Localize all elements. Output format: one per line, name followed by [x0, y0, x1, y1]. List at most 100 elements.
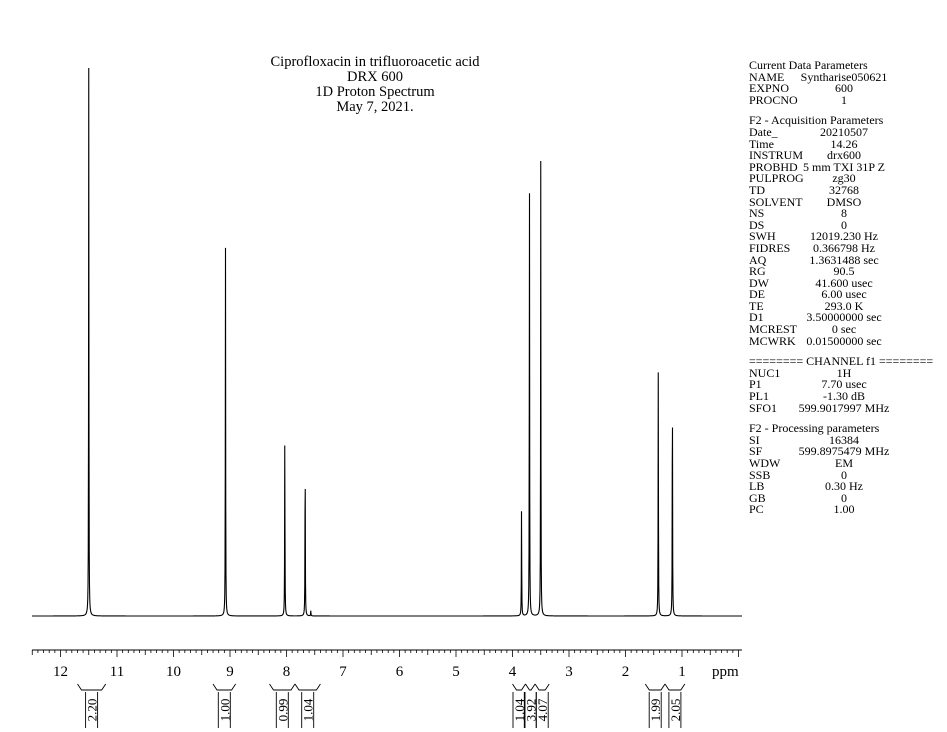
param-value: 12019.230 Hz: [810, 229, 878, 244]
param-row: DW 41.600 usec: [749, 275, 947, 290]
param-value: 1H: [836, 365, 852, 380]
param-key: Date_: [749, 124, 778, 139]
acquisition-parameters-panel: Current Data Parameters NAME Syntharise050…: [749, 58, 947, 525]
param-key: MCWRK: [749, 333, 796, 348]
param-key: P1: [749, 377, 762, 392]
param-value: 599.9017997 MHz: [798, 400, 890, 415]
param-key: PULPROG: [749, 171, 804, 186]
param-row: FIDRES 0.366798 Hz: [749, 240, 947, 255]
param-value: 0 sec: [831, 322, 857, 337]
tick-label: 4: [509, 664, 517, 680]
param-row: INSTRUM drx600: [749, 149, 947, 162]
param-value: 32768: [829, 182, 859, 197]
param-key: PC: [749, 502, 764, 517]
tick-label: 12: [53, 664, 68, 680]
param-key: NUC1: [749, 365, 781, 380]
param-value: Syntharise050621: [800, 69, 888, 84]
param-key: D1: [749, 310, 764, 325]
param-key: FIDRES: [749, 240, 791, 255]
param-value: 8: [841, 206, 847, 221]
param-group: Current Data Parameters NAME Syntharise050…: [749, 58, 947, 107]
param-row: SWH 12019.230 Hz: [749, 231, 947, 243]
param-value: 1: [841, 92, 847, 107]
integral-value: 1.04: [301, 698, 316, 721]
integral-bracket: [294, 683, 321, 691]
param-key: SFO1: [749, 400, 778, 415]
param-value: EM: [835, 456, 853, 470]
param-value: 0: [841, 217, 847, 232]
integral-labels: 2.20 1.00 0.99 1.04 1.043.924.07 1.99 2.05: [77, 683, 686, 728]
param-group-heading: F2 - Processing parameters: [749, 421, 880, 436]
param-value: DMSO: [826, 194, 862, 209]
param-value: -1.30 dB: [823, 389, 865, 404]
param-group-heading: Current Data Parameters: [749, 58, 868, 72]
param-row: LB 0.30 Hz: [749, 479, 947, 494]
param-key: GB: [749, 490, 766, 505]
param-value: 0: [841, 467, 847, 482]
param-value: 6.00 usec: [821, 287, 867, 302]
tick-label: 1: [678, 664, 686, 680]
param-value: 41.600 usec: [815, 275, 873, 290]
tick-label: 5: [452, 664, 460, 680]
param-value: 599.8975479 MHz: [798, 444, 890, 459]
param-row: AQ 1.3631488 sec: [749, 254, 947, 267]
param-row: SSB 0: [749, 467, 947, 482]
param-value: zg30: [832, 171, 856, 186]
param-value: 293.0 K: [824, 298, 864, 313]
param-row: WDW EM: [749, 456, 947, 470]
tick-label: 6: [396, 664, 404, 680]
param-row: DS 0: [749, 217, 947, 232]
param-row: Date_ 20210507: [749, 124, 947, 139]
param-value: 0.366798 Hz: [813, 240, 875, 255]
param-key: SSB: [749, 467, 771, 482]
axis-unit-label: ppm: [712, 664, 739, 680]
param-key: TD: [749, 182, 765, 197]
param-row: PULPROG zg30: [749, 173, 947, 185]
integral-value: 0.99: [275, 699, 290, 722]
param-group: F2 - Acquisition Parameters Date_ 20210507…: [749, 115, 947, 347]
param-key: TE: [749, 298, 764, 313]
param-row: Time 14.26: [749, 138, 947, 151]
param-row: PC 1.00: [749, 504, 947, 516]
spectrum-trace: [32, 67, 742, 617]
tick-label: 10: [166, 664, 181, 680]
param-row: RG 90.5: [749, 264, 947, 279]
integral-bracket: [212, 683, 236, 691]
param-row: P1 7.70 usec: [749, 379, 947, 391]
param-key: EXPNO: [749, 81, 790, 96]
param-group: F2 - Processing parameters SI 16384 SF 599.8…: [749, 421, 947, 516]
title-line-instrument: DRX 600: [347, 69, 403, 85]
param-value: 90.5: [833, 264, 855, 279]
param-value: 3.50000000 sec: [806, 310, 882, 325]
param-key: DE: [749, 287, 765, 302]
param-row: PL1 -1.30 dB: [749, 389, 947, 404]
param-key: PROBHD: [749, 159, 798, 174]
param-row: DE 6.00 usec: [749, 287, 947, 302]
param-row: MCWRK 0.01500000 sec: [749, 333, 947, 348]
integral-bracket: [269, 683, 296, 691]
param-key: SI: [749, 432, 760, 447]
param-key: DS: [749, 217, 765, 232]
ppm-axis: 12 11 10 9 8 7 6 5 4 3 2 1 ppm: [31, 649, 742, 680]
title-line-compound: Ciprofloxacin in trifluoroacetic acid: [270, 54, 480, 70]
param-key: NS: [749, 206, 765, 221]
param-row: TE 293.0 K: [749, 298, 947, 313]
param-row: MCREST 0 sec: [749, 322, 947, 337]
spectrum-title: Ciprofloxacin in trifluoroacetic acid DR…: [250, 55, 500, 115]
param-group: ======== CHANNEL f1 ======== NUC1 1H P1 7.70…: [749, 355, 947, 415]
param-key: SOLVENT: [749, 194, 803, 209]
param-value: 16384: [829, 432, 859, 447]
param-value: 20210507: [820, 124, 868, 139]
param-key: PROCNO: [749, 92, 798, 107]
param-row: SI 16384: [749, 432, 947, 447]
param-row: PROBHD 5 mm TXI 31P Z: [749, 159, 947, 174]
param-row: SF 599.8975479 MHz: [749, 446, 947, 458]
param-row: EXPNO 600: [749, 81, 947, 96]
param-value: 1.00: [833, 502, 855, 517]
param-group-heading: F2 - Acquisition Parameters: [749, 113, 884, 128]
integral-bracket: [512, 683, 526, 691]
param-row: TD 32768: [749, 182, 947, 197]
param-value: 0.30 Hz: [825, 479, 863, 494]
param-value: 0.01500000 sec: [806, 333, 882, 348]
